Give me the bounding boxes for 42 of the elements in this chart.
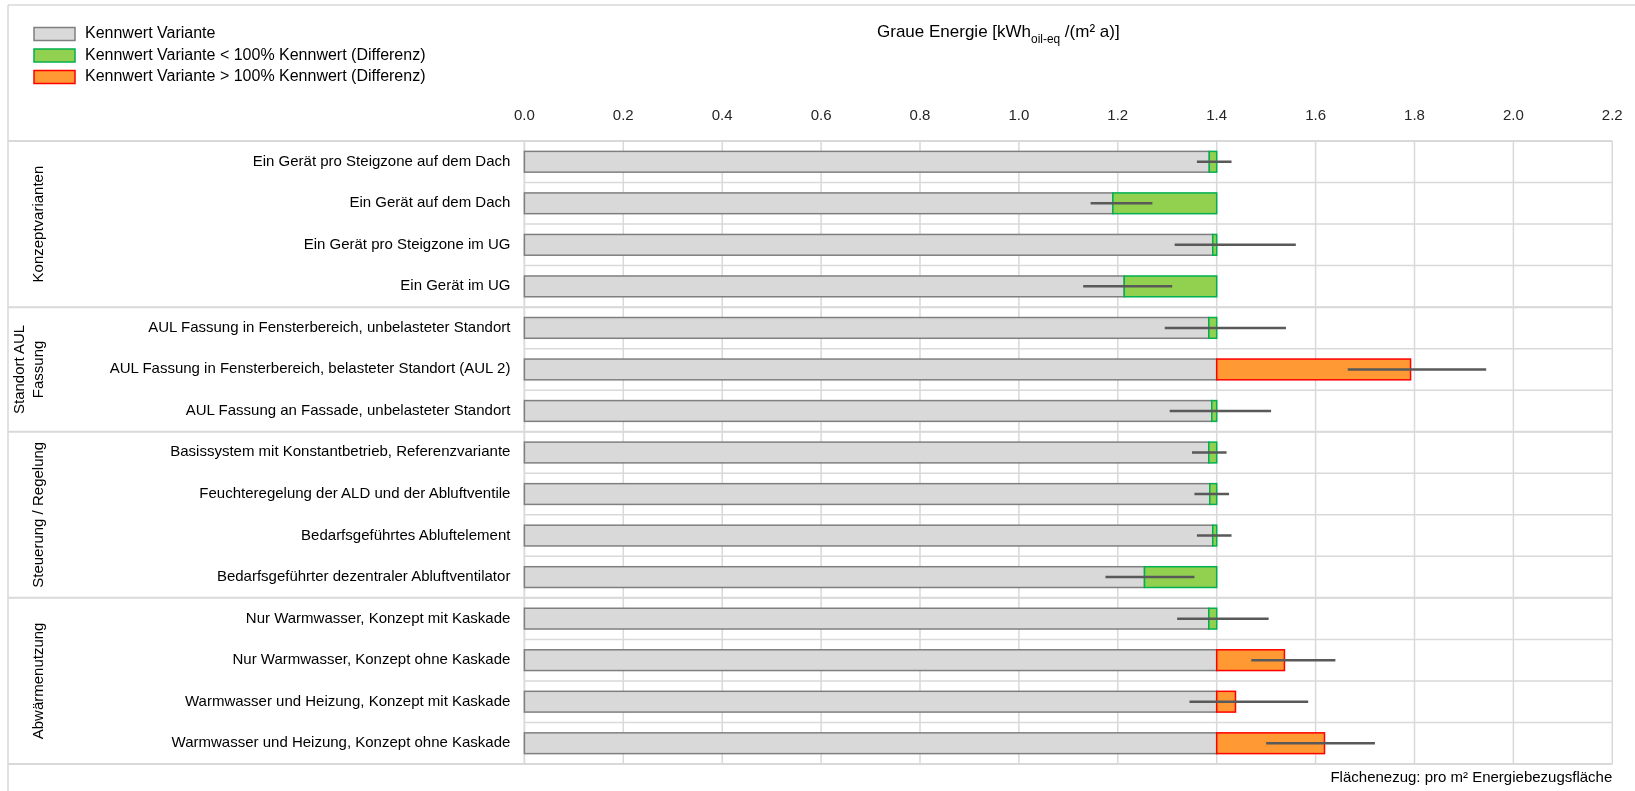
bar	[1112, 192, 1218, 215]
legend-label: Kennwert Variante	[85, 24, 216, 42]
x-tick-label: 0.8	[909, 105, 931, 123]
y-tick-label: Ein Gerät im UG	[400, 276, 511, 294]
y-tick-label: Bedarfsgeführtes Abluftelement	[301, 525, 512, 543]
x-tick-label: 2.0	[1502, 105, 1524, 123]
text: Abwärmenutzung	[28, 622, 46, 740]
y-tick-label: Ein Gerät pro Steigzone auf dem Dach	[252, 151, 511, 169]
y-tick-label: Ein Gerät pro Steigzone im UG	[303, 234, 511, 252]
text: Flächenezug: pro m² Energiebezugsfläche	[1330, 767, 1613, 785]
text: Konzeptvarianten	[28, 165, 46, 283]
x-tick-label: 0.2	[612, 105, 634, 123]
y-tick-label: Warmwasser und Heizung, Konzept mit Kaskade	[184, 691, 511, 709]
x-tick-label: 1.8	[1404, 105, 1425, 123]
x-tick-label: 0.4	[711, 105, 733, 123]
y-tick-label: Feuchteregelung der ALD und der Abluftventile	[199, 484, 511, 501]
x-axis-title: Graue Energie [kWh$_{oil-eq}$ /(m² a)]	[877, 22, 1120, 47]
x-tick-label: 0.6	[810, 105, 832, 123]
y-tick-label: Warmwasser und Heizung, Konzept ohne Kaskade	[171, 733, 511, 751]
x-tick-label: 1.6	[1305, 105, 1327, 123]
text: Standort AUL Fassung	[9, 324, 46, 415]
x-tick-label: 2.2	[1601, 105, 1623, 123]
legend-label: Kennwert Variante > 100% Kennwert (Differenz)	[85, 67, 426, 85]
x-tick-label: 1.2	[1107, 105, 1129, 123]
text: Steuerung / Regelung	[28, 441, 46, 588]
x-tick-label: 1.4	[1206, 105, 1228, 123]
y-tick-label: Basissystem mit Konstantbetrieb, Referenzvariante	[170, 442, 511, 460]
bar	[1143, 565, 1218, 589]
y-tick-label: Nur Warmwasser, Konzept ohne Kaskade	[232, 650, 511, 668]
x-tick-label: 1.0	[1008, 105, 1030, 123]
y-tick-label: AUL Fassung an Fassade, unbelasteter Standort	[185, 400, 512, 418]
y-tick-label: Nur Warmwasser, Konzept mit Kaskade	[245, 608, 511, 626]
bar	[1123, 275, 1218, 298]
bar	[1215, 732, 1326, 755]
y-tick-label: AUL Fassung in Fensterbereich, belasteter Standort (AUL 2)	[109, 359, 511, 377]
y-tick-label: Ein Gerät auf dem Dach	[349, 193, 511, 211]
y-tick-label: Bedarfsgeführter dezentraler Abluftventilator	[216, 567, 511, 585]
y-tick-label: AUL Fassung in Fensterbereich, unbelasteter Standort	[148, 317, 512, 335]
bar	[1215, 649, 1286, 672]
legend-label: Kennwert Variante < 100% Kennwert (Differenz)	[85, 45, 426, 63]
bar	[1215, 358, 1412, 381]
x-tick-label: 0.0	[513, 105, 535, 123]
